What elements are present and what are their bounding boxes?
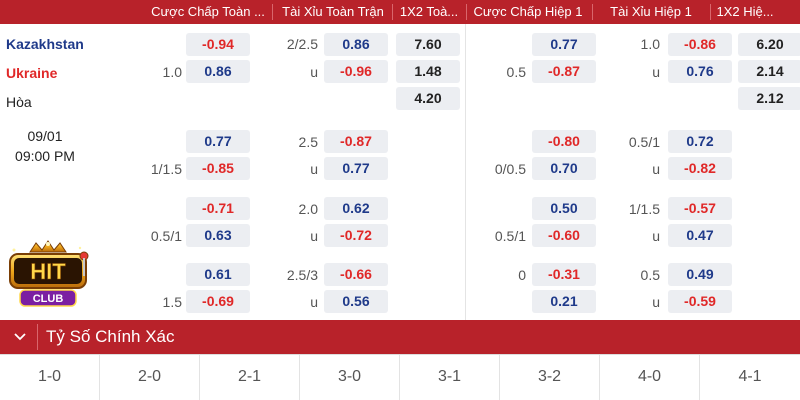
ft-handicap-away-odd[interactable]: 0.86 [186,60,250,83]
h1-ou-under-label: u [652,294,660,310]
ft-handicap-home-odd[interactable]: -0.94 [186,33,250,56]
correct-score-row: 1-0 2-0 2-1 3-0 3-1 3-2 4-0 4-1 [0,354,800,400]
h1-ou-line: 1/1.5 [628,201,660,217]
h1-handicap-home-odd[interactable]: -0.80 [532,130,596,153]
match-date: 09/01 [27,128,63,144]
h1-1x2-away-odd[interactable]: 2.14 [738,60,800,83]
ft-ou-under-odd[interactable]: -0.72 [324,224,388,247]
score-option[interactable]: 2-0 [100,355,200,400]
ft-ou-under-odd[interactable]: 0.77 [324,157,388,180]
col-header-h1-handicap[interactable]: Cược Chấp Hiệp 1 [473,4,583,19]
h1-ou-line: 0.5/1 [628,134,660,150]
score-option[interactable]: 3-0 [300,355,400,400]
odds-grid: Kazakhstan Ukraine Hòa 09/01 09:00 PM 1.… [0,24,800,320]
score-option[interactable]: 1-0 [0,355,100,400]
half-divider [465,24,466,320]
ft-ou-under-label: u [310,64,318,80]
ft-ou-line: 2.5 [298,134,318,150]
h1-ou-under-label: u [652,228,660,244]
h1-ou-over-odd[interactable]: -0.57 [668,197,732,220]
ft-handicap-home-odd[interactable]: 0.61 [186,263,250,286]
col-header-h1-1x2[interactable]: 1X2 Hiệ... [716,4,774,19]
header-divider [592,4,593,20]
h1-handicap-home-odd[interactable]: 0.50 [532,197,596,220]
away-team-name: Ukraine [6,65,58,81]
section-divider [37,324,38,350]
header-divider [392,4,393,20]
ft-ou-over-odd[interactable]: -0.66 [324,263,388,286]
col-header-ft-over-under[interactable]: Tài Xỉu Toàn Trận [282,4,384,19]
ft-ou-under-label: u [310,161,318,177]
ft-handicap-line: 1.0 [162,64,182,80]
odds-header: Cược Chấp Toàn ... Tài Xỉu Toàn Trận 1X2… [0,0,800,24]
h1-ou-under-odd[interactable]: 0.47 [668,224,732,247]
col-header-h1-over-under[interactable]: Tài Xỉu Hiệp 1 [610,4,692,19]
ft-ou-line: 2.5/3 [286,267,318,283]
ft-1x2-away-odd[interactable]: 1.48 [396,60,460,83]
h1-handicap-line: 0 [518,267,526,283]
home-team-name: Kazakhstan [6,36,84,52]
ft-ou-line: 2.0 [298,201,318,217]
h1-ou-under-odd[interactable]: 0.76 [668,60,732,83]
ft-handicap-line: 1/1.5 [150,161,182,177]
correct-score-title: Tỷ Số Chính Xác [46,327,175,346]
ft-ou-under-odd[interactable]: 0.56 [324,290,388,313]
h1-ou-under-odd[interactable]: -0.59 [668,290,732,313]
draw-label: Hòa [6,94,32,110]
ft-handicap-away-odd[interactable]: -0.85 [186,157,250,180]
score-option[interactable]: 2-1 [200,355,300,400]
ft-ou-over-odd[interactable]: 0.62 [324,197,388,220]
header-divider [466,4,467,20]
h1-1x2-draw-odd[interactable]: 2.12 [738,87,800,110]
ft-handicap-home-odd[interactable]: 0.77 [186,130,250,153]
ft-ou-under-label: u [310,228,318,244]
h1-handicap-away-odd[interactable]: -0.87 [532,60,596,83]
logo-text-bottom: CLUB [33,293,64,305]
header-divider [272,4,273,20]
h1-ou-over-odd[interactable]: 0.49 [668,263,732,286]
ft-handicap-line: 1.5 [162,294,182,310]
score-option[interactable]: 3-1 [400,355,500,400]
h1-handicap-away-odd[interactable]: -0.60 [532,224,596,247]
h1-ou-over-odd[interactable]: -0.86 [668,33,732,56]
h1-ou-over-odd[interactable]: 0.72 [668,130,732,153]
ft-handicap-line: 0.5/1 [150,228,182,244]
h1-handicap-away-odd[interactable]: 0.70 [532,157,596,180]
h1-ou-under-label: u [652,161,660,177]
header-divider [710,4,711,20]
h1-ou-line: 0.5 [640,267,660,283]
h1-ou-line: 1.0 [640,36,660,52]
ft-ou-over-odd[interactable]: -0.87 [324,130,388,153]
chevron-down-icon[interactable] [13,330,27,344]
h1-handicap-home-odd[interactable]: 0.77 [532,33,596,56]
correct-score-section-header[interactable]: Tỷ Số Chính Xác [0,320,800,354]
h1-handicap-away-odd[interactable]: 0.21 [532,290,596,313]
score-option[interactable]: 4-0 [600,355,700,400]
match-time: 09:00 PM [15,148,75,164]
score-option[interactable]: 3-2 [500,355,600,400]
h1-handicap-line: 0.5/1 [494,228,526,244]
ft-1x2-home-odd[interactable]: 7.60 [396,33,460,56]
ft-handicap-away-odd[interactable]: 0.63 [186,224,250,247]
h1-1x2-home-odd[interactable]: 6.20 [738,33,800,56]
h1-handicap-home-odd[interactable]: -0.31 [532,263,596,286]
ft-ou-under-odd[interactable]: -0.96 [324,60,388,83]
h1-handicap-line: 0.5 [506,64,526,80]
score-option[interactable]: 4-1 [738,368,762,385]
col-header-ft-1x2[interactable]: 1X2 Toà... [399,4,459,19]
ft-ou-under-label: u [310,294,318,310]
col-header-ft-handicap[interactable]: Cược Chấp Toàn ... [151,4,265,19]
h1-handicap-line: 0/0.5 [494,161,526,177]
ft-1x2-draw-odd[interactable]: 4.20 [396,87,460,110]
h1-ou-under-label: u [652,64,660,80]
ft-ou-line: 2/2.5 [286,36,318,52]
ft-handicap-away-odd[interactable]: -0.69 [186,290,250,313]
h1-ou-under-odd[interactable]: -0.82 [668,157,732,180]
ft-handicap-home-odd[interactable]: -0.71 [186,197,250,220]
ft-ou-over-odd[interactable]: 0.86 [324,33,388,56]
logo-text-top: HIT [30,259,66,284]
crown-icon [29,240,67,253]
hitclub-logo: HIT CLUB [9,240,89,307]
